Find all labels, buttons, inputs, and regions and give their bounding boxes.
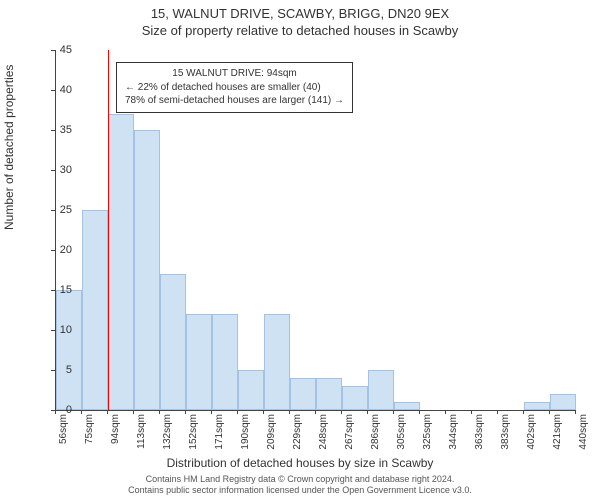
figure: 15, WALNUT DRIVE, SCAWBY, BRIGG, DN20 9E… — [0, 0, 600, 500]
x-tick-label: 267sqm — [344, 414, 355, 450]
info-box-line: 78% of semi-detached houses are larger (… — [125, 94, 344, 108]
y-tick — [51, 290, 55, 291]
x-tick — [471, 410, 472, 414]
histogram-bar — [316, 378, 342, 410]
y-tick — [51, 130, 55, 131]
x-tick-label: 171sqm — [214, 414, 225, 450]
histogram-bar — [56, 290, 82, 410]
x-tick — [393, 410, 394, 414]
x-tick-label: 440sqm — [578, 414, 589, 450]
y-tick-label: 5 — [42, 364, 72, 376]
y-tick — [51, 210, 55, 211]
attribution-line2: Contains public sector information licen… — [0, 485, 600, 496]
y-tick-label: 35 — [42, 124, 72, 136]
x-tick — [55, 410, 56, 414]
histogram-bar — [342, 386, 368, 410]
x-tick-label: 402sqm — [526, 414, 537, 450]
x-tick-label: 94sqm — [110, 414, 121, 444]
histogram-bar — [160, 274, 186, 410]
x-tick — [549, 410, 550, 414]
y-tick-label: 25 — [42, 204, 72, 216]
y-tick-label: 20 — [42, 244, 72, 256]
x-tick — [237, 410, 238, 414]
title-main: 15, WALNUT DRIVE, SCAWBY, BRIGG, DN20 9E… — [0, 6, 600, 21]
x-tick — [263, 410, 264, 414]
x-tick-label: 325sqm — [422, 414, 433, 450]
x-tick-label: 229sqm — [292, 414, 303, 450]
histogram-bar — [290, 378, 316, 410]
x-tick — [419, 410, 420, 414]
x-tick-label: 363sqm — [474, 414, 485, 450]
y-tick-label: 40 — [42, 84, 72, 96]
histogram-bar — [134, 130, 160, 410]
info-box: 15 WALNUT DRIVE: 94sqm← 22% of detached … — [116, 62, 353, 113]
x-tick-label: 132sqm — [162, 414, 173, 450]
x-tick — [107, 410, 108, 414]
title-block: 15, WALNUT DRIVE, SCAWBY, BRIGG, DN20 9E… — [0, 0, 600, 38]
histogram-bar — [550, 394, 576, 410]
y-tick — [51, 90, 55, 91]
x-tick-label: 56sqm — [58, 414, 69, 444]
x-tick-label: 383sqm — [500, 414, 511, 450]
histogram-bar — [238, 370, 264, 410]
x-tick-label: 286sqm — [370, 414, 381, 450]
y-tick-label: 45 — [42, 44, 72, 56]
x-tick — [523, 410, 524, 414]
histogram-bar — [524, 402, 550, 410]
x-tick — [497, 410, 498, 414]
x-tick — [445, 410, 446, 414]
title-sub: Size of property relative to detached ho… — [0, 23, 600, 38]
y-tick — [51, 370, 55, 371]
info-box-line: 15 WALNUT DRIVE: 94sqm — [125, 67, 344, 81]
histogram-bar — [108, 114, 134, 410]
x-axis-label: Distribution of detached houses by size … — [0, 456, 600, 470]
y-tick-label: 10 — [42, 324, 72, 336]
x-tick-label: 113sqm — [136, 414, 147, 449]
y-axis-label: Number of detached properties — [2, 65, 16, 230]
x-tick-label: 190sqm — [240, 414, 251, 450]
x-tick — [159, 410, 160, 414]
x-tick-label: 344sqm — [448, 414, 459, 450]
histogram-bar — [264, 314, 290, 410]
x-tick-label: 305sqm — [396, 414, 407, 450]
histogram-bar — [368, 370, 394, 410]
x-tick-label: 75sqm — [84, 414, 95, 444]
x-tick — [81, 410, 82, 414]
y-tick — [51, 170, 55, 171]
y-tick — [51, 50, 55, 51]
x-tick — [367, 410, 368, 414]
marker-line — [108, 50, 109, 410]
histogram-bar — [82, 210, 108, 410]
y-tick — [51, 330, 55, 331]
x-tick — [133, 410, 134, 414]
x-tick — [341, 410, 342, 414]
y-tick — [51, 250, 55, 251]
plot-area: 15 WALNUT DRIVE: 94sqm← 22% of detached … — [55, 50, 576, 411]
y-tick-label: 30 — [42, 164, 72, 176]
attribution: Contains HM Land Registry data © Crown c… — [0, 474, 600, 497]
x-tick — [185, 410, 186, 414]
x-tick-label: 209sqm — [266, 414, 277, 450]
x-tick-label: 248sqm — [318, 414, 329, 450]
x-tick — [289, 410, 290, 414]
x-tick — [315, 410, 316, 414]
histogram-bar — [186, 314, 212, 410]
x-tick-label: 421sqm — [552, 414, 563, 450]
histogram-bar — [212, 314, 238, 410]
attribution-line1: Contains HM Land Registry data © Crown c… — [0, 474, 600, 485]
histogram-bar — [394, 402, 420, 410]
x-tick-label: 152sqm — [188, 414, 199, 450]
y-tick-label: 15 — [42, 284, 72, 296]
x-tick — [575, 410, 576, 414]
x-tick — [211, 410, 212, 414]
info-box-line: ← 22% of detached houses are smaller (40… — [125, 81, 344, 95]
